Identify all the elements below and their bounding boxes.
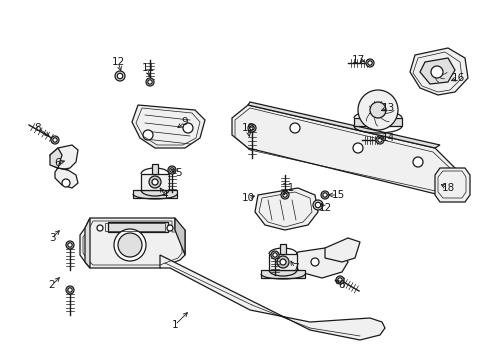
Circle shape: [147, 80, 152, 84]
Text: 5: 5: [174, 168, 181, 178]
Polygon shape: [409, 48, 467, 95]
Polygon shape: [434, 168, 469, 202]
Polygon shape: [268, 254, 296, 270]
Circle shape: [280, 259, 285, 265]
Circle shape: [142, 130, 153, 140]
Circle shape: [322, 193, 326, 197]
Text: 7: 7: [291, 263, 298, 273]
Circle shape: [369, 102, 385, 118]
Circle shape: [51, 136, 59, 144]
Text: 2: 2: [49, 280, 55, 290]
Circle shape: [62, 179, 70, 187]
Text: 11: 11: [141, 63, 154, 73]
Text: 8: 8: [35, 123, 41, 133]
Text: 16: 16: [450, 73, 464, 83]
Text: 13: 13: [381, 103, 394, 113]
Circle shape: [66, 286, 74, 294]
Polygon shape: [291, 248, 347, 278]
Text: 14: 14: [381, 133, 394, 143]
Polygon shape: [439, 168, 454, 195]
Circle shape: [281, 191, 288, 199]
Circle shape: [315, 202, 320, 208]
Text: 1: 1: [171, 320, 178, 330]
Circle shape: [289, 123, 299, 133]
Polygon shape: [353, 118, 401, 126]
Text: 12: 12: [318, 203, 331, 213]
Circle shape: [249, 126, 254, 130]
Circle shape: [152, 179, 158, 185]
Polygon shape: [325, 238, 359, 262]
Text: 15: 15: [331, 190, 344, 200]
Text: 4: 4: [162, 190, 168, 200]
Circle shape: [430, 66, 442, 78]
Circle shape: [310, 258, 318, 266]
Circle shape: [272, 253, 277, 257]
Polygon shape: [108, 222, 168, 232]
Polygon shape: [141, 174, 169, 190]
Text: 9: 9: [182, 117, 188, 127]
Circle shape: [320, 191, 328, 199]
Text: 8: 8: [338, 280, 345, 290]
Circle shape: [412, 157, 422, 167]
Circle shape: [357, 90, 397, 130]
Text: 3: 3: [49, 233, 55, 243]
Polygon shape: [85, 218, 90, 268]
Polygon shape: [261, 270, 305, 278]
Polygon shape: [419, 58, 454, 84]
Polygon shape: [175, 218, 184, 255]
Text: 11: 11: [281, 183, 294, 193]
Polygon shape: [55, 168, 78, 188]
Circle shape: [377, 138, 382, 142]
Circle shape: [282, 193, 286, 197]
Circle shape: [183, 123, 193, 133]
Circle shape: [118, 233, 142, 257]
Text: 19: 19: [241, 123, 254, 133]
Circle shape: [114, 229, 146, 261]
Text: 6: 6: [55, 158, 61, 168]
Circle shape: [169, 168, 174, 172]
Circle shape: [337, 278, 342, 282]
Circle shape: [270, 251, 279, 259]
Circle shape: [365, 59, 373, 67]
Polygon shape: [133, 190, 177, 198]
Text: 10: 10: [241, 193, 254, 203]
Circle shape: [68, 243, 72, 247]
Circle shape: [375, 136, 383, 144]
Polygon shape: [231, 105, 454, 195]
Text: 12: 12: [111, 57, 124, 67]
Polygon shape: [50, 145, 78, 170]
Text: 18: 18: [441, 183, 454, 193]
Circle shape: [367, 61, 371, 65]
Circle shape: [66, 241, 74, 249]
Circle shape: [335, 276, 343, 284]
Circle shape: [115, 71, 125, 81]
Circle shape: [117, 73, 122, 79]
Polygon shape: [132, 105, 204, 148]
Circle shape: [352, 143, 362, 153]
Polygon shape: [280, 244, 285, 254]
Polygon shape: [152, 164, 158, 174]
Circle shape: [168, 166, 176, 174]
Circle shape: [68, 288, 72, 292]
Circle shape: [167, 225, 173, 231]
Polygon shape: [247, 102, 439, 148]
Circle shape: [276, 256, 288, 268]
Circle shape: [97, 225, 103, 231]
Circle shape: [146, 78, 154, 86]
Polygon shape: [80, 218, 184, 268]
Polygon shape: [160, 255, 384, 340]
Polygon shape: [254, 188, 317, 230]
Circle shape: [312, 200, 323, 210]
Circle shape: [53, 138, 57, 142]
Text: 17: 17: [351, 55, 364, 65]
Circle shape: [149, 176, 161, 188]
Circle shape: [247, 124, 256, 132]
Polygon shape: [50, 148, 62, 168]
